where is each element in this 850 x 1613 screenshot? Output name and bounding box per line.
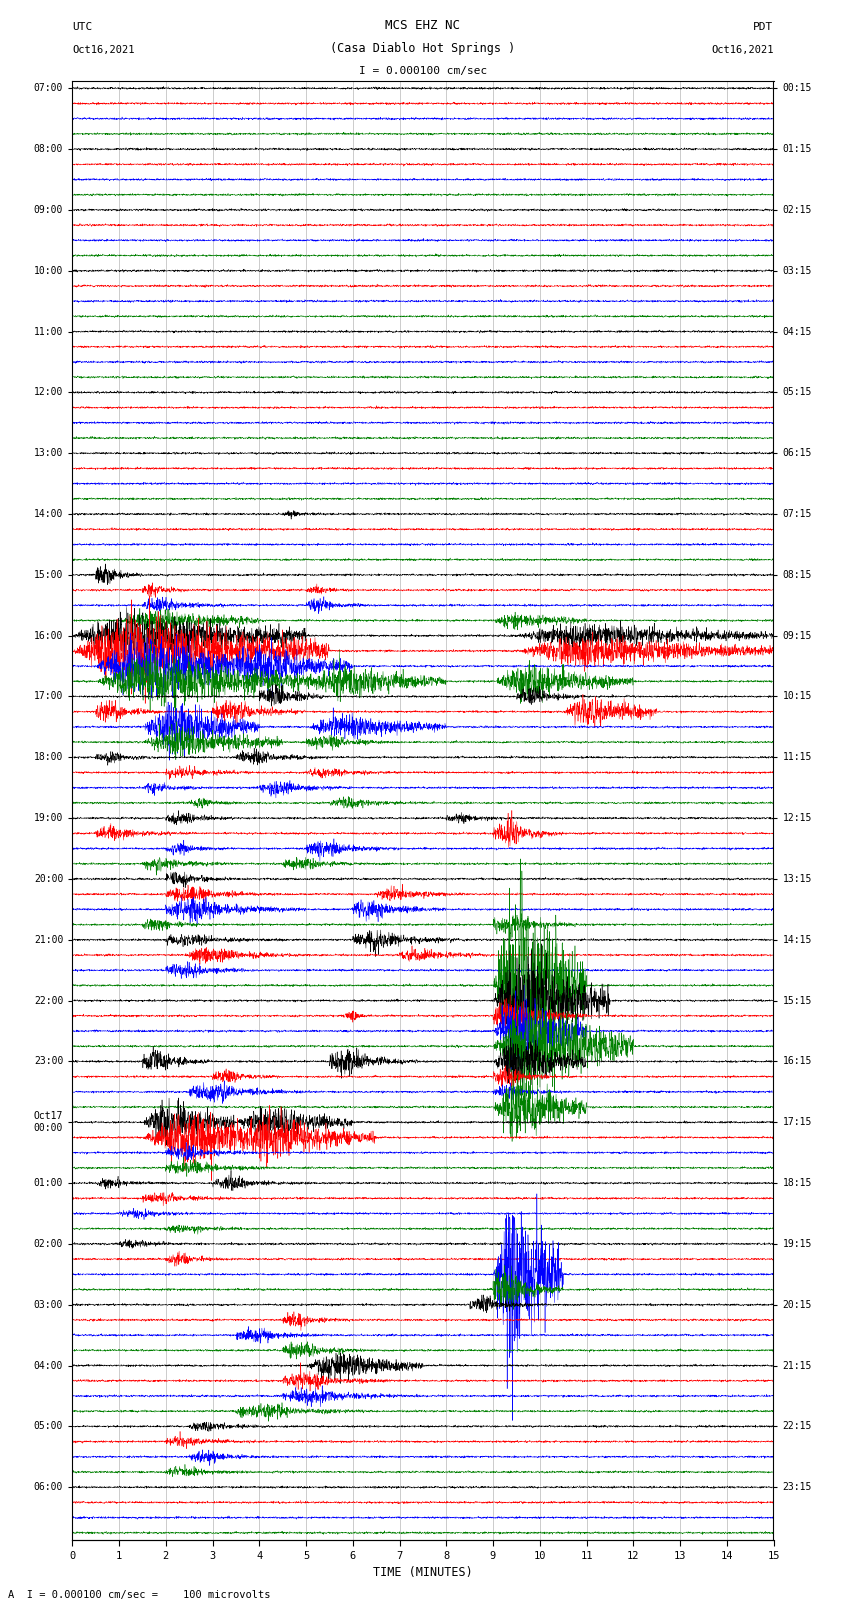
Text: (Casa Diablo Hot Springs ): (Casa Diablo Hot Springs ) bbox=[331, 42, 515, 55]
Text: MCS EHZ NC: MCS EHZ NC bbox=[385, 19, 461, 32]
X-axis label: TIME (MINUTES): TIME (MINUTES) bbox=[373, 1566, 473, 1579]
Text: UTC: UTC bbox=[72, 23, 93, 32]
Text: Oct16,2021: Oct16,2021 bbox=[711, 45, 774, 55]
Text: A  I = 0.000100 cm/sec =    100 microvolts: A I = 0.000100 cm/sec = 100 microvolts bbox=[8, 1590, 271, 1600]
Text: I = 0.000100 cm/sec: I = 0.000100 cm/sec bbox=[359, 66, 487, 76]
Text: PDT: PDT bbox=[753, 23, 774, 32]
Text: Oct16,2021: Oct16,2021 bbox=[72, 45, 135, 55]
